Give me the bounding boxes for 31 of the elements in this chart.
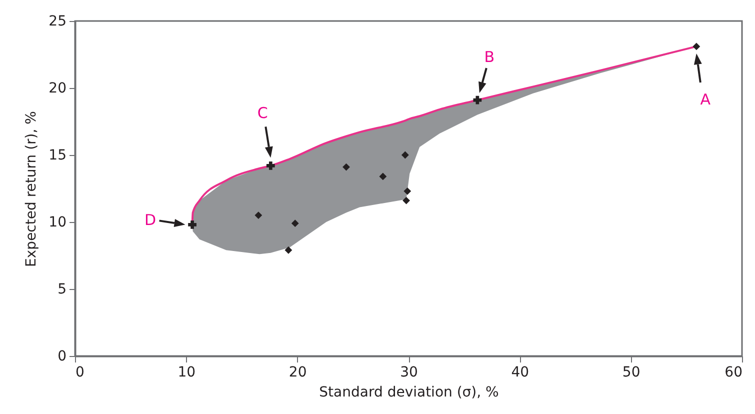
x-axis-title: Standard deviation (σ), %	[319, 384, 499, 400]
x-tick-label: 10	[178, 364, 196, 380]
annotation: A	[700, 90, 712, 109]
annotation: C	[257, 104, 268, 122]
y-tick-label: 15	[48, 148, 66, 164]
point	[254, 212, 262, 220]
point	[342, 163, 350, 171]
annotation: B	[484, 48, 495, 66]
y-tick-label: 0	[58, 348, 66, 364]
point	[402, 196, 410, 204]
x-tick-label: 0	[76, 364, 84, 380]
point	[284, 246, 292, 254]
x-tick-label: 50	[622, 364, 640, 380]
annotation: D	[144, 210, 156, 229]
point	[291, 220, 299, 228]
point	[379, 172, 387, 180]
point	[401, 151, 409, 159]
point	[266, 162, 275, 170]
point	[404, 187, 412, 195]
point	[692, 42, 700, 50]
x-tick-label: 20	[288, 364, 307, 380]
point	[473, 96, 482, 104]
y-tick-label: 20	[48, 80, 66, 96]
x-tick-label: 40	[511, 364, 530, 380]
point	[188, 220, 196, 229]
y-tick-label: 10	[48, 214, 66, 230]
y-axis-title: Expected return (r), %	[24, 111, 40, 267]
y-tick-label: 5	[58, 282, 66, 298]
x-tick-label: 30	[400, 364, 418, 380]
y-tick-label: 25	[48, 14, 66, 30]
x-tick-label: 60	[724, 364, 742, 380]
